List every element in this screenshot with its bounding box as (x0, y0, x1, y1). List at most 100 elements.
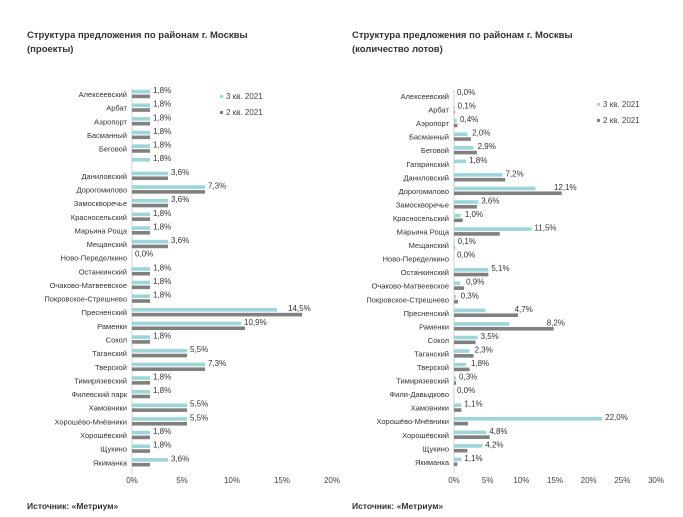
chart1-category-label: Ново-Переделкино (61, 254, 127, 263)
chart1-bar-2q2021 (132, 190, 205, 194)
chart2-x-tick-label: 10% (513, 476, 529, 485)
chart2-category-label: Останкинский (401, 268, 449, 277)
chart1-bar-2q2021 (132, 135, 150, 140)
chart2-legend-swatch (597, 119, 600, 122)
chart1-bar-3q2021 (132, 417, 187, 421)
chart2-bar-3q2021 (454, 132, 468, 137)
chart1-category-label: Хорошёво-Мнёвники (54, 417, 127, 426)
chart1-data-label: 1,8% (153, 372, 171, 381)
chart2-bar-2q2021 (454, 150, 477, 155)
chart1-data-label: 1,8% (153, 100, 171, 109)
chart1-bar-3q2021 (132, 335, 150, 339)
chart1-legend-swatch (220, 111, 223, 114)
chart2-bar-2q2021 (454, 272, 489, 277)
chart2-bar-3q2021 (454, 417, 603, 421)
chart1-bar-2q2021 (132, 121, 150, 126)
chart2-bar-2q2021 (454, 381, 457, 385)
chart1-data-label: 5,5% (190, 413, 208, 422)
chart1-bar-3q2021 (132, 144, 150, 148)
chart1-category-label: Хорошёвский (80, 431, 127, 440)
chart1-data-label: 1,8% (153, 209, 171, 218)
chart1-title-line1: Структура предложения по районам г. Моск… (27, 30, 248, 41)
chart2-category-label: Якиманка (415, 458, 450, 467)
chart2-data-label: 12,1% (554, 183, 577, 192)
chart2-bar-2q2021 (454, 435, 490, 439)
chart2-bar-2q2021 (454, 137, 471, 141)
chart1-bar-2q2021 (132, 94, 150, 99)
chart2-bar-3q2021 (454, 322, 510, 326)
chart1-bar-2q2021 (132, 449, 150, 453)
chart2-bar-2q2021 (454, 326, 554, 331)
chart1-data-label: 5,5% (190, 345, 208, 354)
chart1-bar-3q2021 (132, 185, 205, 189)
chart2-category-label: Раменки (419, 322, 449, 331)
chart1-data-label: 3,6% (171, 236, 189, 245)
chart2-data-label: 2,9% (478, 142, 496, 151)
chart2-data-label: 5,1% (491, 264, 509, 273)
chart1-bar-3q2021 (132, 362, 205, 367)
chart2-bar-3q2021 (454, 159, 467, 164)
chart1-source: Источник: «Метриум» (27, 501, 119, 511)
chart2-source: Источник: «Метриум» (352, 501, 444, 511)
chart2-category-label: Сокол (428, 336, 449, 345)
chart2-category-label: Красносельский (393, 214, 449, 223)
chart2-category-label: Пресненский (404, 309, 449, 318)
chart2-category-label: Тверской (417, 363, 449, 372)
chart1-bar-2q2021 (132, 217, 150, 221)
chart1-legend-label: 2 кв. 2021 (226, 108, 263, 117)
chart2-category-label: Хорошёвский (402, 431, 449, 440)
chart2-bar-2q2021 (454, 448, 468, 453)
chart1-bar-3q2021 (132, 294, 150, 298)
chart2-bar-2q2021 (454, 205, 477, 209)
chart2-category-label: Тимирязевский (396, 377, 449, 386)
chart1-bar-3q2021 (132, 89, 150, 94)
chart1-category-label: Замоскворечье (74, 199, 127, 208)
chart2-category-label: Даниловский (403, 173, 449, 182)
chart2-bar-3q2021 (454, 362, 467, 367)
chart1-bar-3q2021 (132, 130, 150, 135)
chart2-data-label: 4,2% (485, 440, 503, 449)
chart2-bar-2q2021 (454, 191, 562, 196)
chart2-data-label: 0,1% (458, 102, 476, 111)
chart1-bar-2q2021 (132, 367, 205, 371)
chart2-bar-2q2021 (454, 313, 518, 317)
chart2-data-label: 0,0% (457, 386, 475, 395)
chart2-x-tick-label: 0% (448, 476, 460, 485)
chart2-data-label: 4,7% (515, 305, 533, 314)
chart1-data-label: 1,8% (153, 141, 171, 150)
chart2-legend-label: 2 кв. 2021 (603, 116, 640, 125)
chart2-bar-3q2021 (454, 118, 457, 123)
chart2-data-label: 0,3% (461, 291, 479, 300)
chart1-bar-2q2021 (132, 394, 150, 399)
chart1-data-label: 1,8% (153, 386, 171, 395)
chart2-data-label: 0,3% (459, 373, 477, 382)
chart2-category-label: Марьина Роща (397, 228, 450, 237)
chart2-data-label: 0,0% (457, 251, 475, 260)
chart2-category-label: Алексеевский (401, 92, 449, 101)
chart2-bar-3q2021 (454, 430, 487, 435)
chart1-data-label: 1,8% (153, 263, 171, 272)
chart2-category-label: Арбат (428, 106, 449, 115)
chart1-category-label: Якиманка (93, 458, 128, 467)
chart2-bar-2q2021 (454, 286, 465, 290)
chart2-x-tick-label: 30% (648, 476, 664, 485)
chart2-category-label: Покровское-Стрешнево (366, 295, 449, 304)
chart2-bar-3q2021 (454, 457, 462, 462)
chart2-category-label: Очаково-Матвеевское (372, 282, 449, 291)
chart1-category-label: Пресненский (82, 308, 127, 317)
chart2-data-label: 1,1% (464, 400, 482, 409)
chart2-data-label: 0,9% (466, 278, 484, 287)
chart2-bar-3q2021 (454, 146, 474, 150)
chart2-category-label: Беговой (421, 146, 449, 155)
chart2-data-label: 7,2% (505, 169, 523, 178)
chart1-bar-2q2021 (132, 353, 187, 358)
chart1-category-label: Тимирязевский (74, 376, 127, 385)
chart2-bar-2q2021 (454, 367, 470, 372)
chart2-data-label: 8,2% (547, 318, 565, 327)
chart2-bar-2q2021 (454, 232, 500, 236)
chart1-bar-3q2021 (132, 403, 187, 408)
chart1-bar-2q2021 (132, 381, 150, 385)
chart1-data-label: 0,0% (135, 250, 153, 259)
chart2-x-tick-label: 15% (547, 476, 563, 485)
chart1-bar-2q2021 (132, 435, 150, 440)
